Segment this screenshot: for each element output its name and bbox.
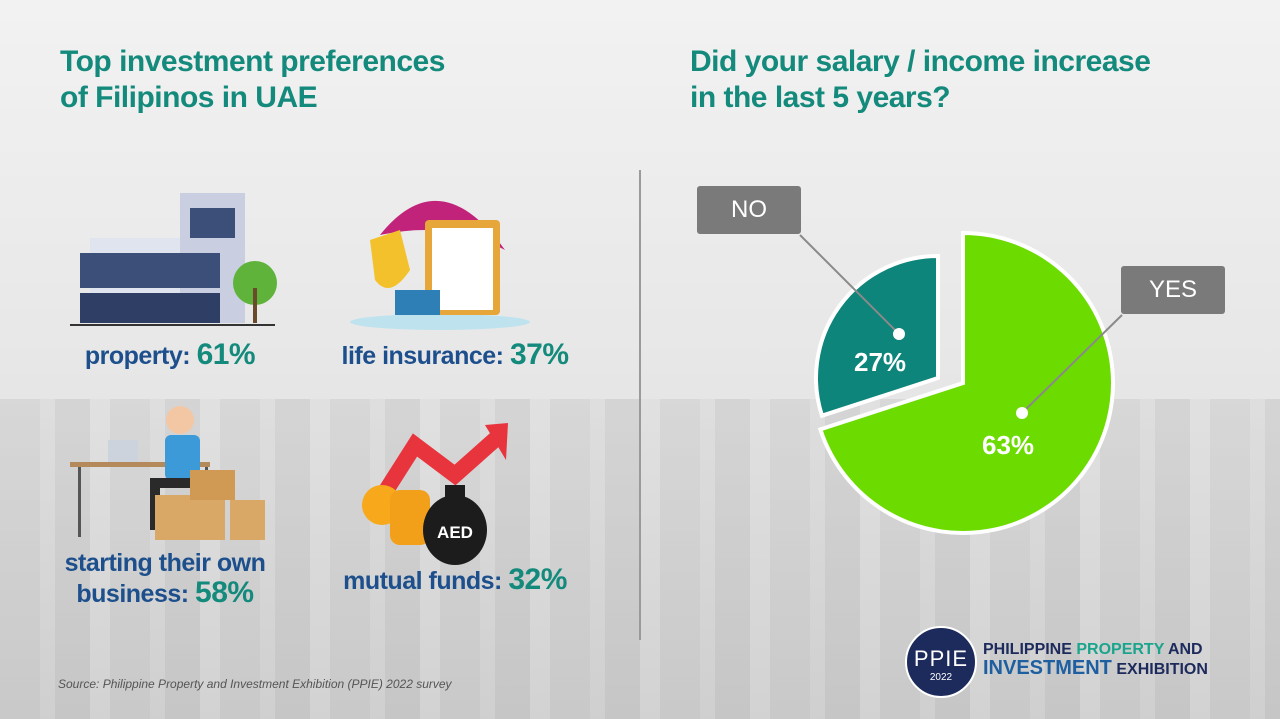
item-label: life insurance: bbox=[341, 342, 505, 370]
pie-slice-yes bbox=[817, 230, 1115, 535]
item-value: 58% bbox=[195, 576, 254, 609]
item-life-insurance: life insurance: 37% bbox=[320, 340, 590, 371]
logo-badge: PPIE bbox=[913, 646, 969, 671]
chart-title: Did your salary / income increase in the… bbox=[690, 44, 1151, 116]
leader-line-yes bbox=[1021, 314, 1123, 414]
bag-text: AED bbox=[437, 523, 473, 542]
brand-text: EXHIBITION bbox=[1111, 661, 1208, 678]
left-title: Top investment preferences of Filipinos … bbox=[60, 44, 445, 116]
item-value: 37% bbox=[509, 338, 569, 371]
pie-value-no: 27% bbox=[854, 347, 907, 377]
pie-tag-yes: YES bbox=[1121, 266, 1225, 314]
brand-text: INVESTMENT bbox=[983, 657, 1112, 679]
divider bbox=[639, 170, 641, 640]
leader-dot-yes bbox=[1016, 407, 1028, 419]
item-business: starting their own business: 58% bbox=[50, 548, 280, 609]
business-person-boxes-icon bbox=[70, 406, 265, 540]
source-note: Source: Philippine Property and Investme… bbox=[58, 677, 452, 691]
money-bag-arrow-icon: AED bbox=[362, 423, 508, 565]
pie-value-yes: 63% bbox=[982, 430, 1035, 460]
leader-line-no bbox=[799, 234, 900, 335]
leader-dot-no bbox=[893, 328, 905, 340]
ppie-logo: PPIE 2022 bbox=[905, 626, 977, 698]
item-value: 32% bbox=[508, 563, 567, 596]
brand-name: PHILIPPINE PROPERTY AND INVESTMENT EXHIB… bbox=[983, 641, 1208, 680]
brand-text: PROPERTY bbox=[1076, 641, 1165, 658]
brand-text: AND bbox=[1164, 641, 1203, 658]
item-property: property: 61% bbox=[60, 340, 280, 371]
brand-text: PHILIPPINE bbox=[983, 641, 1077, 658]
left-title-line1: Top investment preferences bbox=[60, 45, 445, 78]
item-label: property: bbox=[84, 342, 191, 370]
item-label: starting their own bbox=[64, 549, 266, 577]
pie-tag-no: NO bbox=[697, 186, 801, 234]
item-mutual-funds: mutual funds: 32% bbox=[320, 565, 590, 596]
item-label: mutual funds: bbox=[343, 567, 502, 595]
pie-slice-no bbox=[814, 253, 940, 419]
item-value: 61% bbox=[196, 338, 256, 371]
item-label: business: bbox=[76, 580, 189, 608]
building-icon bbox=[70, 193, 277, 326]
left-title-line2: of Filipinos in UAE bbox=[60, 81, 318, 114]
insurance-umbrella-icon bbox=[350, 200, 530, 330]
chart-title-line2: in the last 5 years? bbox=[690, 81, 951, 114]
chart-title-line1: Did your salary / income increase bbox=[690, 45, 1151, 78]
logo-year: 2022 bbox=[929, 672, 953, 683]
